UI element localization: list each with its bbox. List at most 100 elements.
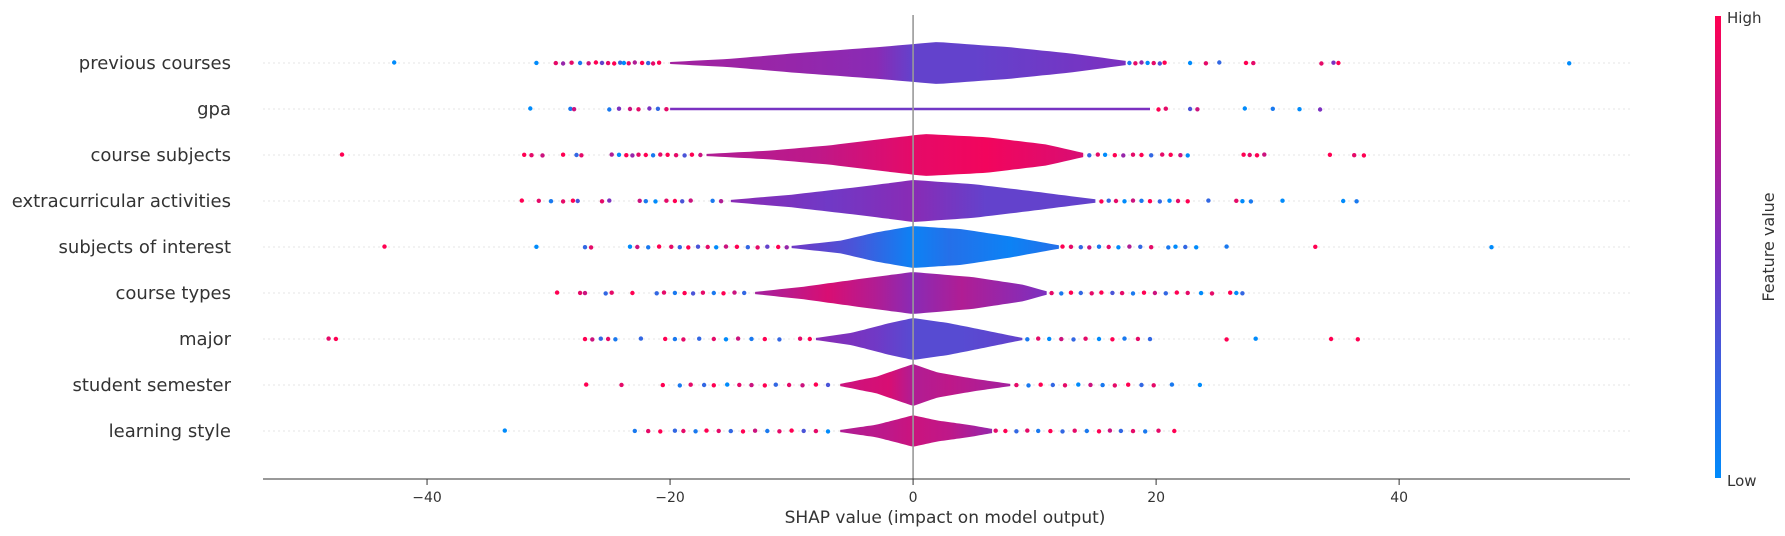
- dot-course-types: [721, 291, 726, 296]
- dot-student-semester: [1100, 382, 1105, 388]
- dot-learning-style: [740, 429, 746, 434]
- dot-student-semester: [1126, 382, 1131, 387]
- colorbar-high-label: High: [1727, 9, 1761, 27]
- dot-course-subjects: [1112, 153, 1118, 158]
- dot-extracurricular-activities: [1106, 198, 1111, 203]
- violins: [670, 42, 1150, 447]
- dot-extracurricular-activities: [1248, 199, 1254, 204]
- dot-extracurricular-activities: [1280, 198, 1285, 203]
- dot-learning-style: [632, 428, 637, 434]
- dot-extracurricular-activities: [672, 198, 678, 204]
- dot-student-semester: [786, 382, 792, 388]
- dot-major: [749, 336, 754, 342]
- dot-course-types: [690, 291, 696, 296]
- dot-student-semester: [1076, 382, 1081, 387]
- dot-previous-courses: [1251, 60, 1256, 66]
- dot-previous-courses: [560, 61, 566, 66]
- dot-learning-style: [789, 428, 794, 433]
- dot-previous-courses: [1157, 61, 1163, 66]
- dot-learning-style: [1025, 428, 1030, 433]
- dot-course-types: [1089, 291, 1094, 296]
- dot-student-semester: [1088, 382, 1093, 388]
- dot-course-types: [1049, 290, 1054, 296]
- dot-extracurricular-activities: [1354, 199, 1359, 204]
- dot-subjects-of-interest: [1173, 244, 1178, 249]
- dot-previous-courses: [639, 60, 645, 66]
- dot-extracurricular-activities: [1130, 198, 1136, 203]
- dot-major: [697, 336, 702, 341]
- dot-gpa: [647, 106, 652, 111]
- violin-previous-courses: [670, 42, 1126, 84]
- dot-student-semester: [619, 382, 624, 388]
- dot-gpa: [1297, 107, 1302, 112]
- dot-previous-courses: [1133, 61, 1138, 66]
- feature-labels: previous courses gpa course subjects extrac…: [12, 53, 232, 442]
- dot-major: [333, 336, 339, 342]
- dot-major: [723, 337, 729, 342]
- dot-subjects-of-interest: [695, 244, 701, 249]
- dot-subjects-of-interest: [1087, 245, 1092, 250]
- dot-course-types: [554, 290, 560, 295]
- dot-major: [735, 336, 741, 341]
- dot-extracurricular-activities: [607, 198, 612, 203]
- dot-extracurricular-activities: [536, 198, 541, 203]
- dot-gpa: [1163, 106, 1169, 111]
- dot-learning-style: [728, 428, 733, 434]
- dot-subjects-of-interest: [745, 245, 750, 250]
- dot-course-subjects: [1168, 152, 1173, 157]
- dot-major: [582, 336, 588, 342]
- dot-course-types: [1152, 290, 1158, 296]
- dot-extracurricular-activities: [1139, 198, 1144, 203]
- dot-course-subjects: [1254, 153, 1260, 158]
- dot-major: [1059, 336, 1064, 342]
- dot-course-subjects: [682, 153, 687, 158]
- dot-extracurricular-activities: [1167, 198, 1172, 203]
- dot-previous-courses: [1331, 60, 1336, 65]
- dot-previous-courses: [621, 60, 627, 66]
- dot-subjects-of-interest: [1068, 244, 1074, 249]
- dot-subjects-of-interest: [1183, 244, 1188, 250]
- dot-extracurricular-activities: [548, 199, 554, 204]
- dot-course-subjects: [540, 153, 545, 158]
- dot-previous-courses: [1127, 60, 1132, 66]
- dot-extracurricular-activities: [1206, 198, 1211, 203]
- dot-subjects-of-interest: [588, 245, 594, 250]
- dot-course-subjects: [689, 152, 695, 157]
- dot-learning-style: [672, 428, 678, 433]
- dot-previous-courses: [1336, 60, 1341, 66]
- dot-gpa: [655, 106, 661, 112]
- feature-label-subjects-of-interest: subjects of interest: [59, 237, 231, 258]
- dot-previous-courses: [656, 60, 662, 65]
- x-tick-label: 40: [1390, 490, 1408, 506]
- dot-learning-style: [704, 428, 709, 433]
- dot-previous-courses: [577, 60, 583, 66]
- dot-subjects-of-interest: [776, 244, 781, 250]
- dot-student-semester: [1038, 382, 1043, 387]
- dot-student-semester: [1050, 382, 1056, 388]
- dot-learning-style: [777, 429, 782, 434]
- dot-learning-style: [1060, 429, 1065, 434]
- dot-course-types: [603, 291, 608, 296]
- dot-gpa: [636, 107, 641, 112]
- dot-learning-style: [752, 428, 758, 433]
- violin-gpa: [670, 107, 1150, 111]
- dot-course-subjects: [650, 153, 656, 158]
- dot-previous-courses: [1319, 61, 1324, 66]
- dot-previous-courses: [569, 60, 574, 65]
- dot-previous-courses: [1162, 60, 1167, 65]
- dot-student-semester: [660, 382, 665, 388]
- dot-course-subjects: [574, 152, 579, 158]
- dot-course-types: [630, 290, 635, 296]
- dot-course-subjects: [529, 153, 534, 158]
- dot-student-semester: [1169, 382, 1175, 387]
- dot-learning-style: [1036, 428, 1041, 434]
- dot-learning-style: [1048, 428, 1053, 434]
- dot-course-types: [1163, 291, 1169, 296]
- dot-subjects-of-interest: [1116, 245, 1121, 250]
- dot-learning-style: [693, 429, 698, 434]
- dot-major: [1328, 336, 1334, 342]
- dot-subjects-of-interest: [534, 244, 539, 249]
- dot-course-subjects: [665, 152, 670, 157]
- dot-learning-style: [1143, 429, 1148, 434]
- dot-course-subjects: [1241, 152, 1246, 157]
